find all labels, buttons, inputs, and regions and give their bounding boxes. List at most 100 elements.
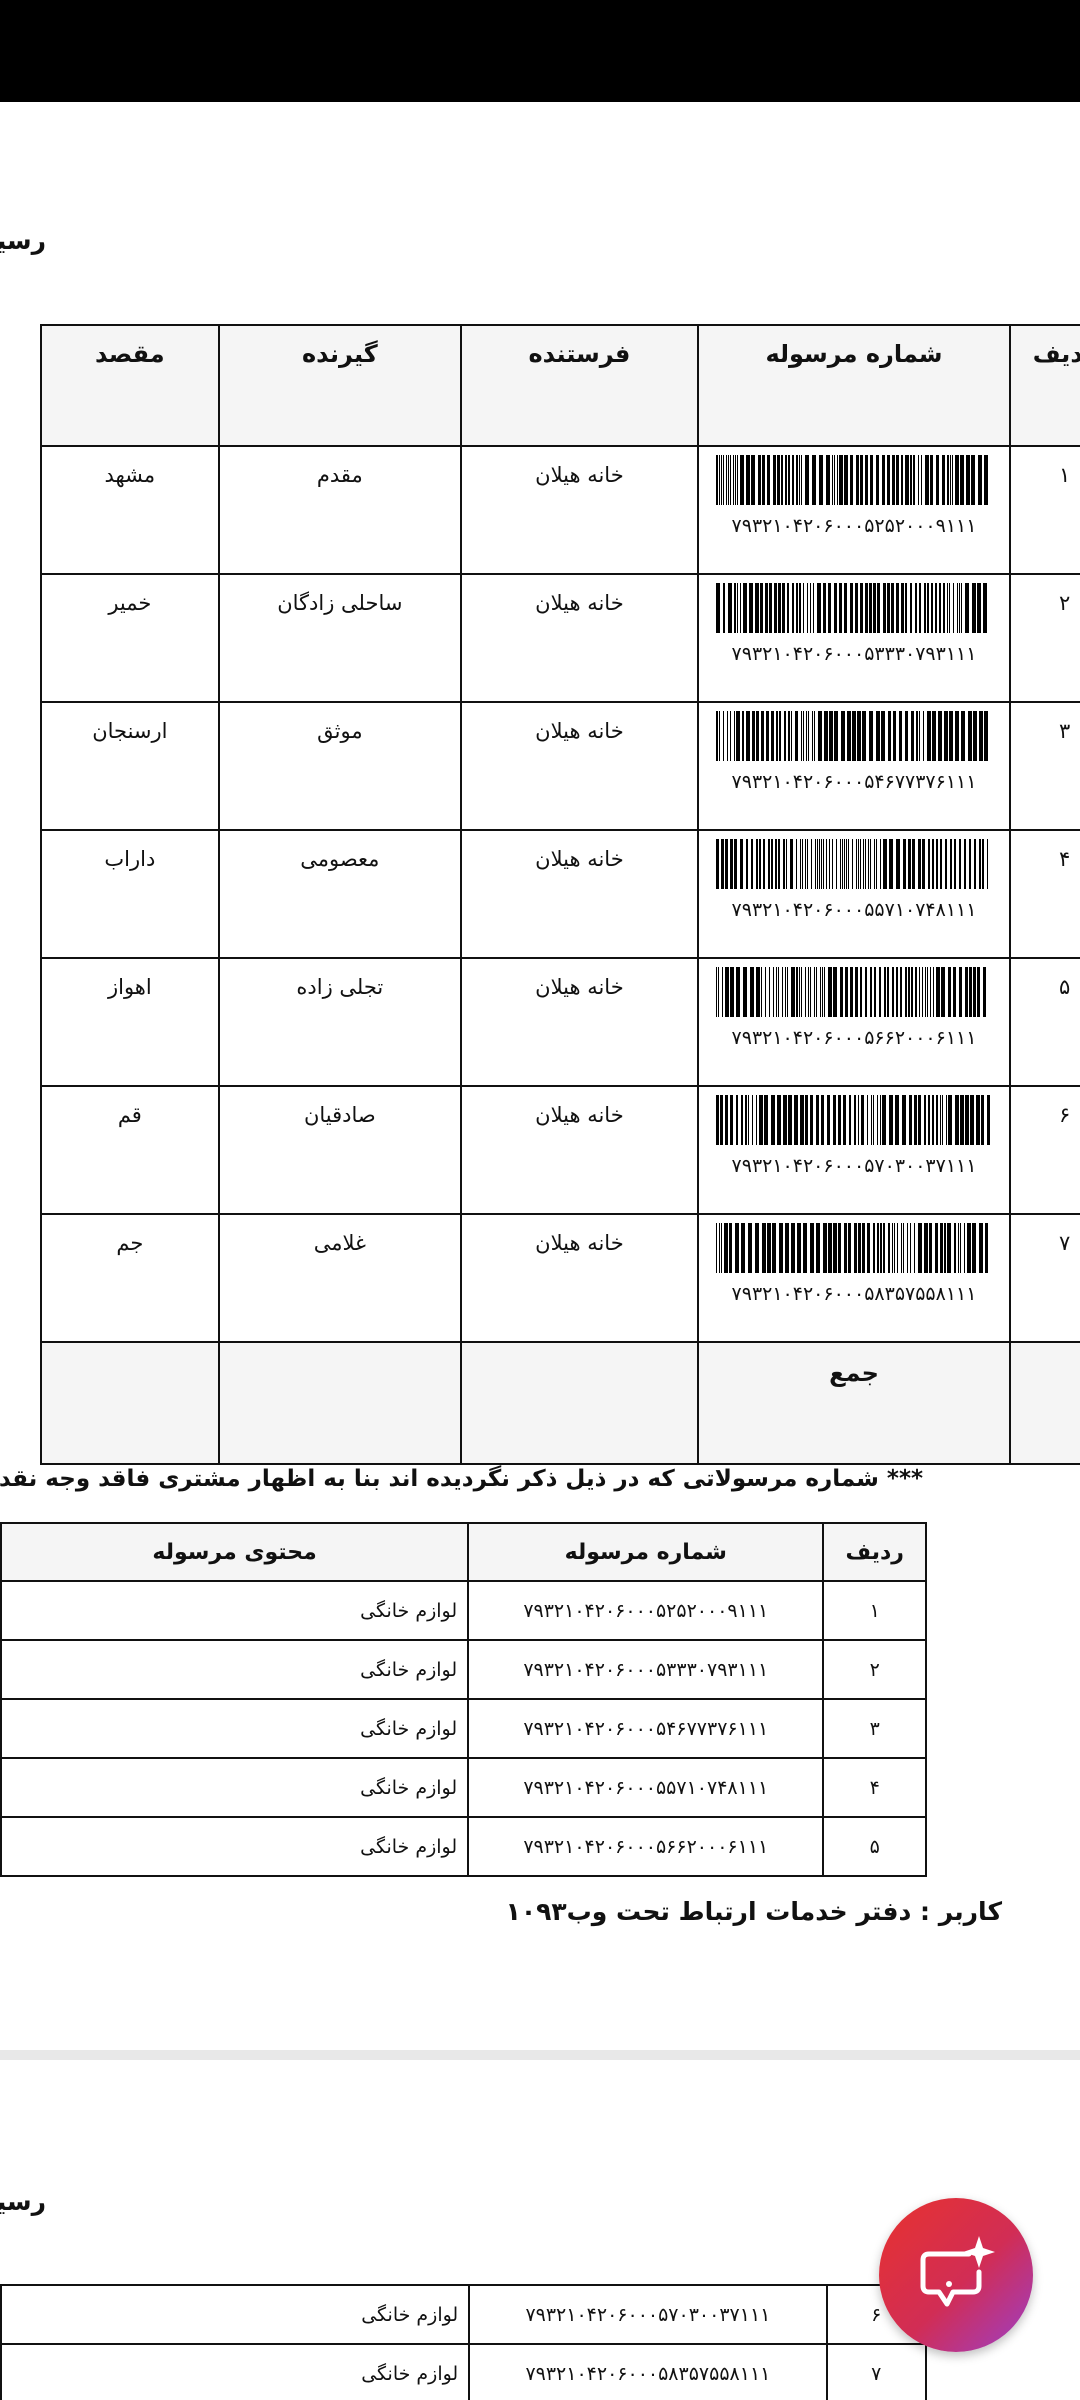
assistant-button[interactable] [879, 2198, 1033, 2352]
barcode-bar [782, 967, 783, 1017]
parcel-row: ۵ ۷۹۳۲۱۰۴۲۰۶۰۰۰۵۶۶۲۰۰۰۶۱۱۱ خانه هیلان تجلی … [40, 957, 1080, 1087]
barcode-bar [740, 839, 743, 889]
barcode [716, 711, 988, 761]
barcode-bar [925, 455, 929, 505]
barcode-bar [845, 967, 848, 1017]
barcode-bar [964, 839, 966, 889]
barcode-bar [901, 1223, 902, 1273]
barcode-bar [879, 967, 881, 1017]
barcode-bar [730, 711, 731, 761]
barcode-bar [961, 711, 965, 761]
cell: خانه هیلان [460, 957, 699, 1087]
barcode-bar [826, 839, 827, 889]
barcode-bar [733, 455, 734, 505]
barcode-bar [767, 1223, 771, 1273]
status-bar [0, 0, 1080, 102]
barcode-bar [940, 1223, 943, 1273]
barcode-bar [932, 711, 936, 761]
barcode-bar [833, 967, 837, 1017]
content-row: ۶ ۷۹۳۲۱۰۴۲۰۶۰۰۰۵۷۰۳۰۰۳۷۱۱۱ لوازم خانگی [0, 2284, 928, 2345]
barcode-bar [901, 583, 904, 633]
barcode-bar [832, 455, 833, 505]
barcode-bar [844, 583, 847, 633]
barcode-bar [938, 711, 942, 761]
barcode-bar [805, 455, 809, 505]
barcode-bar [787, 583, 789, 633]
barcode-bar [915, 967, 917, 1017]
barcode-bar [756, 711, 759, 761]
total-label: جمع [696, 1341, 1012, 1465]
barcode-bar [880, 1095, 881, 1145]
barcode-bar [736, 711, 740, 761]
barcode-bar [893, 711, 896, 761]
barcode-bar [976, 1095, 980, 1145]
barcode-bar [903, 1223, 904, 1273]
barcode-bar [736, 1095, 738, 1145]
barcode-bar [858, 1223, 861, 1273]
barcode-bar [896, 839, 900, 889]
barcode [716, 455, 988, 505]
barcode-bar [725, 967, 729, 1017]
barcode-bar [834, 711, 838, 761]
note: *** شماره مرسولاتی که در ذیل ذکر نگردیده… [0, 1466, 923, 1492]
cell: لوازم خانگی [0, 2284, 471, 2345]
barcode-bar [909, 1095, 912, 1145]
receipt-title: رسید [0, 226, 46, 255]
cell: ۷۹۳۲۱۰۴۲۰۶۰۰۰۵۸۳۵۷۵۵۸۱۱۱ [468, 2343, 828, 2400]
barcode-bar [721, 839, 724, 889]
barcode-bar [756, 839, 758, 889]
content-row: ۵ ۷۹۳۲۱۰۴۲۰۶۰۰۰۵۶۶۲۰۰۰۶۱۱۱ لوازم خانگی [0, 1816, 927, 1877]
barcode-bar [772, 1223, 776, 1273]
cell: تجلی زاده [217, 957, 463, 1087]
barcode-bar [734, 711, 735, 761]
barcode-bar [779, 711, 781, 761]
barcode-bar [924, 1095, 926, 1145]
barcode-bar [737, 455, 738, 505]
barcode-bar [734, 839, 737, 889]
barcode-bar [823, 1223, 827, 1273]
barcode-bar [849, 1095, 851, 1145]
barcode-bar [814, 967, 815, 1017]
barcode-bar [755, 1223, 759, 1273]
barcode-bar [838, 1223, 841, 1273]
barcode-bar [942, 455, 945, 505]
barcode-bar [737, 583, 738, 633]
barcode-bar [796, 583, 798, 633]
barcode-bar [716, 711, 718, 761]
barcode-bar [812, 711, 813, 761]
barcode-bar [768, 839, 770, 889]
barcode-bar [978, 455, 982, 505]
barcode-bar [816, 967, 817, 1017]
barcode-bar [751, 455, 755, 505]
barcode-bar [959, 967, 962, 1017]
cell: خانه هیلان [460, 829, 699, 959]
barcode-bar [944, 711, 948, 761]
barcode-bar [782, 583, 785, 633]
barcode-bar [883, 839, 887, 889]
barcode-bar [883, 1223, 885, 1273]
barcode-bar [796, 455, 798, 505]
barcode-bar [820, 967, 821, 1017]
barcode-bar [719, 455, 720, 505]
barcode-bar [954, 1223, 956, 1273]
barcode-bar [855, 967, 858, 1017]
barcode-bar [960, 1223, 961, 1273]
barcode-bar [848, 1223, 851, 1273]
barcode-bar [874, 839, 875, 889]
barcode-bar [799, 967, 800, 1017]
barcode-bar [765, 583, 768, 633]
barcode-bar [719, 711, 720, 761]
barcode-bar [888, 1223, 890, 1273]
barcode-bar [797, 1223, 801, 1273]
column-header: گیرنده [217, 324, 463, 447]
barcode-bar [828, 583, 831, 633]
barcode-bar [964, 1223, 965, 1273]
tracking-cell: ۷۹۳۲۱۰۴۲۰۶۰۰۰۵۶۶۲۰۰۰۶۱۱۱ [696, 957, 1012, 1087]
barcode-bar [953, 583, 954, 633]
barcode-bar [784, 711, 786, 761]
barcode-bar [718, 967, 719, 1017]
cell: ۷۹۳۲۱۰۴۲۰۶۰۰۰۵۷۰۳۰۰۳۷۱۱۱ [468, 2284, 828, 2345]
barcode-bar [858, 1095, 859, 1145]
barcode-bar [953, 967, 956, 1017]
barcode-bar [799, 455, 800, 505]
